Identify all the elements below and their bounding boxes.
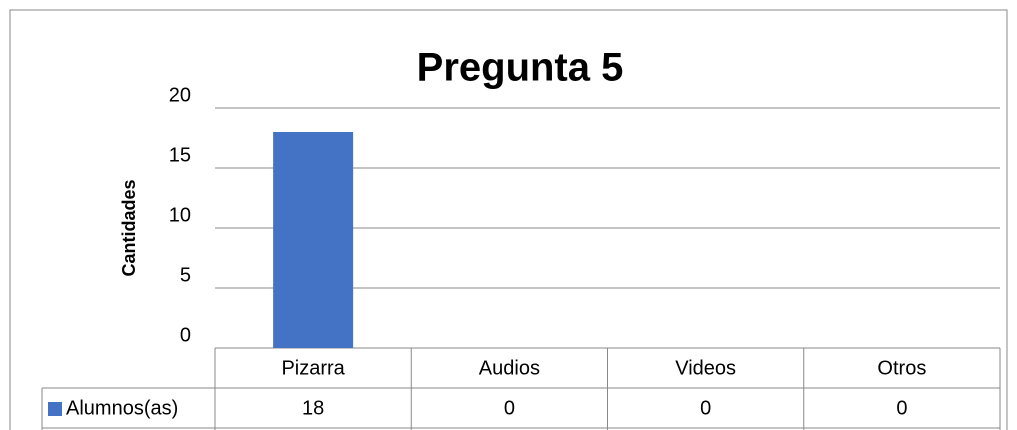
x-tick-label: Audios <box>479 357 540 379</box>
table-value: 0 <box>504 397 515 419</box>
x-tick-label: Videos <box>675 357 736 379</box>
y-tick-label: 15 <box>169 144 191 166</box>
y-tick-label: 10 <box>169 204 191 226</box>
table-value: 0 <box>896 397 907 419</box>
chart-border <box>9 9 1008 430</box>
y-tick-label: 0 <box>180 324 191 346</box>
table-value: 0 <box>700 397 711 419</box>
bar <box>273 132 354 348</box>
x-tick-label: Otros <box>877 357 926 379</box>
legend-label: Alumnos(as) <box>66 397 178 419</box>
y-axis-label: Cantidades <box>119 179 139 276</box>
y-tick-label: 5 <box>180 264 191 286</box>
chart-title: Pregunta 5 <box>417 46 624 90</box>
y-tick-label: 20 <box>169 84 191 106</box>
table-value: 18 <box>302 397 324 419</box>
x-tick-label: Pizarra <box>281 357 345 379</box>
legend-swatch <box>48 402 62 416</box>
